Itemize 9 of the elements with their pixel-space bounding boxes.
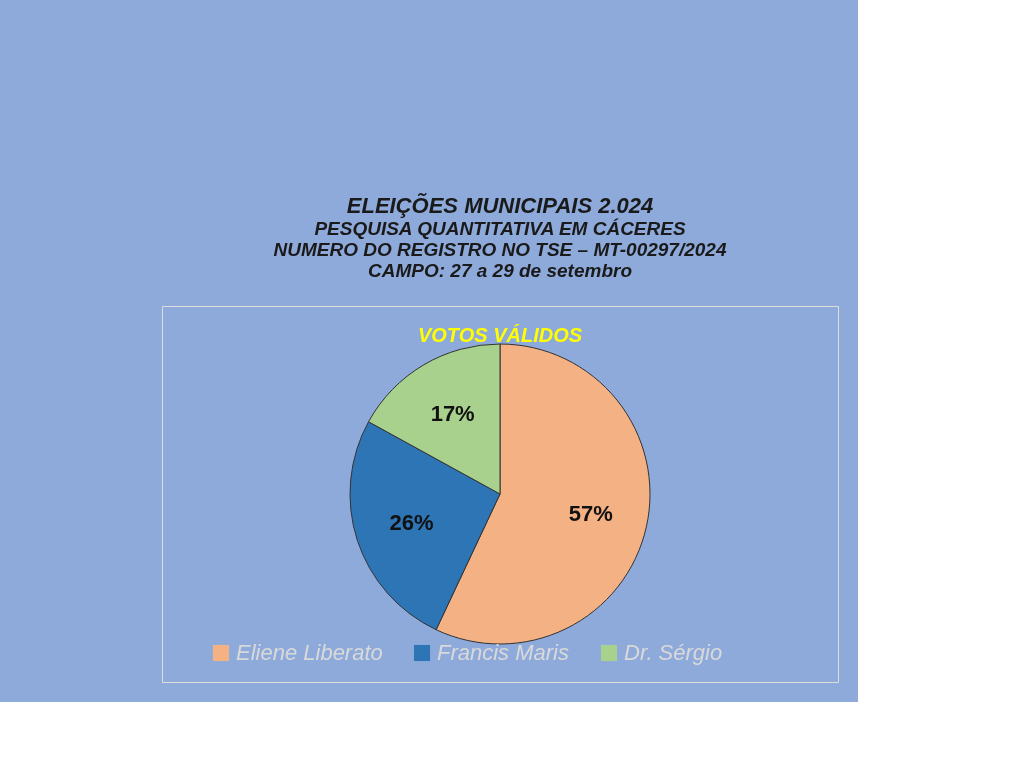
data-label: 17% (430, 400, 475, 426)
legend-label: Eliene Liberato (236, 640, 383, 665)
chart-title: ELEIÇÕES MUNICIPAIS 2.024 (346, 193, 654, 218)
text: VOTOS VÁLIDOS (417, 324, 583, 346)
chart-subtitle: PESQUISA QUANTITATIVA EM CÁCERES NUMERO DO REGISTRO NO TSE – MT-00297/2024 CAMPO: 27 a 29 de setembro (273, 218, 727, 281)
data-label: 26% (389, 509, 434, 535)
data-label: 57% (568, 501, 613, 527)
legend-label: Francis Maris (437, 640, 570, 665)
legend-label: Dr. Sérgio (624, 640, 723, 665)
